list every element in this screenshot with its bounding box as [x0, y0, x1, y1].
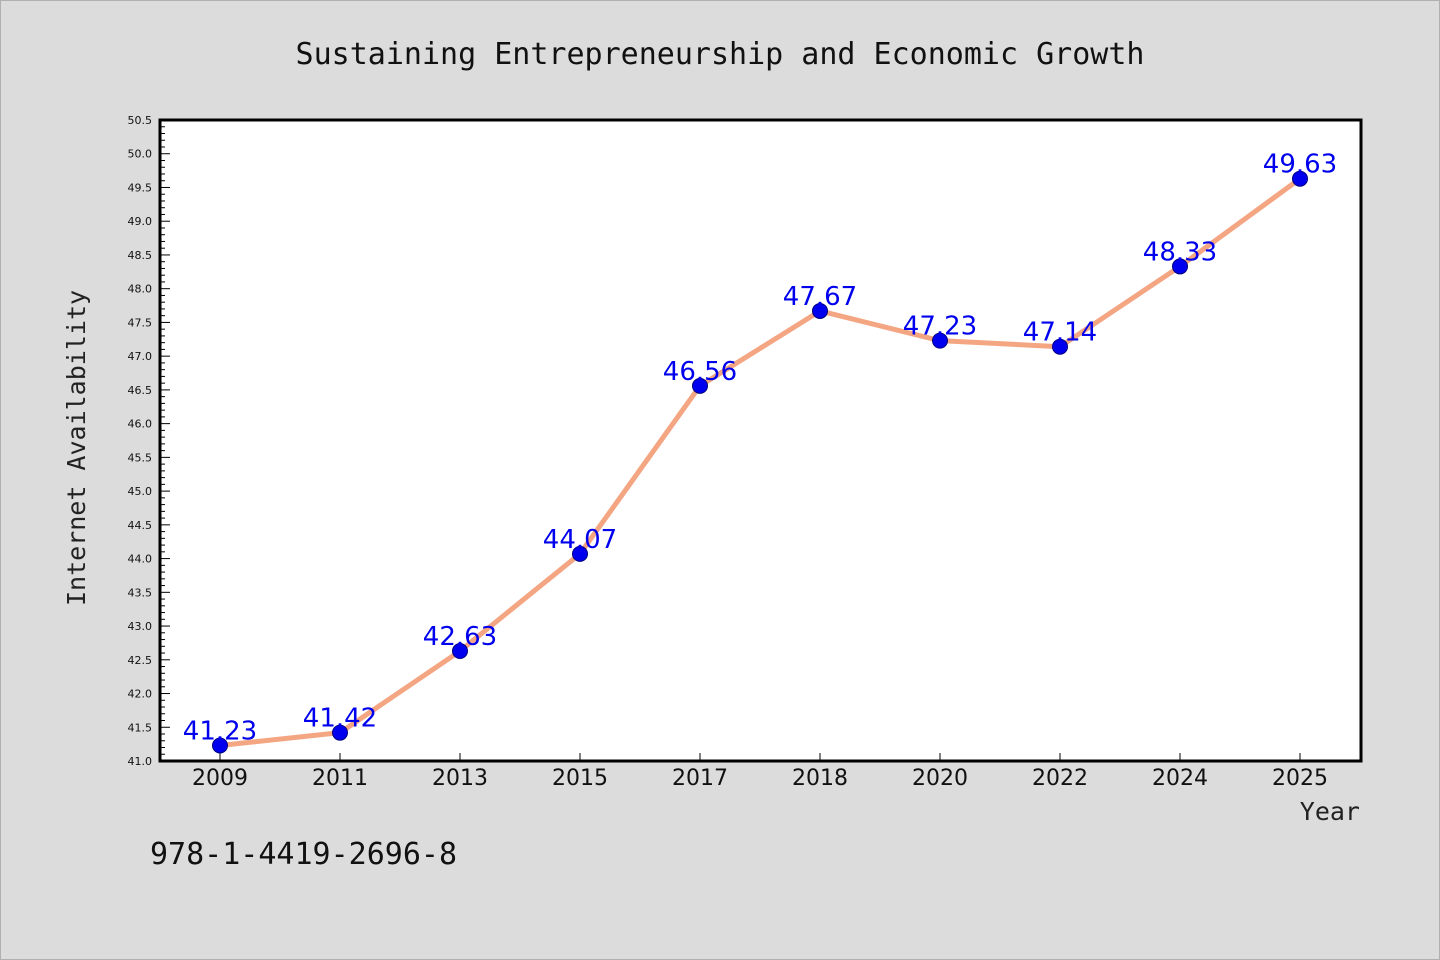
data-point [452, 643, 468, 660]
y-tick-label: 41.5 [128, 721, 153, 734]
data-label: 42.63 [423, 622, 497, 652]
y-tick-label: 47.0 [128, 350, 153, 363]
y-tick-label: 41.0 [128, 755, 153, 768]
data-point [572, 545, 588, 562]
x-tick-label: 2020 [912, 766, 968, 791]
y-tick-label: 44.0 [128, 553, 153, 566]
data-point [812, 302, 828, 319]
data-point [1172, 258, 1188, 275]
x-tick-label: 2011 [312, 766, 368, 791]
data-point [1052, 338, 1068, 355]
y-tick-label: 48.0 [128, 283, 153, 296]
data-label: 41.42 [303, 704, 377, 734]
data-point [332, 724, 348, 741]
x-tick-label: 2025 [1272, 766, 1328, 791]
data-label: 49.63 [1263, 150, 1337, 180]
x-tick-label: 2009 [192, 766, 248, 791]
y-tick-label: 42.5 [128, 654, 153, 667]
data-label: 47.14 [1023, 318, 1097, 348]
data-labels: 41.23 41.42 42.63 44.07 46.56 47.67 47.23 47.14… [183, 150, 1337, 747]
isbn-annotation: 978-1-4419-2696-8 [150, 837, 457, 872]
data-point [212, 737, 228, 754]
series-line [217, 176, 1303, 748]
x-tick-label: 2013 [432, 766, 488, 791]
x-tick-label: 2018 [792, 766, 848, 791]
y-tick-label: 44.5 [128, 519, 153, 532]
x-axis-label: Year [1300, 797, 1360, 826]
y-tick-label: 45.5 [128, 451, 153, 464]
y-tick-label: 47.5 [128, 316, 153, 329]
data-label: 46.56 [663, 357, 737, 387]
series-markers [212, 170, 1308, 754]
x-tick-label: 2022 [1032, 766, 1088, 791]
y-tick-label: 50.0 [128, 148, 153, 161]
y-tick-label: 48.5 [128, 249, 153, 262]
data-label: 44.07 [543, 525, 617, 555]
data-point [932, 332, 948, 349]
data-point [692, 377, 708, 394]
y-tick-label: 50.5 [128, 114, 153, 127]
x-tick-label: 2017 [672, 766, 728, 791]
data-label: 47.67 [783, 282, 857, 312]
x-tick-label: 2024 [1152, 766, 1208, 791]
y-tick-label: 45.0 [128, 485, 153, 498]
x-axis: 2009 2011 2013 2015 2017 2018 2020 2022 2024 2025 [192, 753, 1328, 791]
y-tick-label: 46.5 [128, 384, 153, 397]
y-tick-label: 42.0 [128, 688, 153, 701]
plot-area [158, 118, 1363, 763]
y-tick-label: 46.0 [128, 418, 153, 431]
y-axis-label: Internet Availability [62, 290, 91, 606]
data-label: 47.23 [903, 312, 977, 342]
chart-title: Sustaining Entrepreneurship and Economic… [296, 37, 1145, 72]
y-axis: 41.0 41.5 42.0 42.5 43.0 43.5 44.0 44.5 45.0 45.5… [128, 114, 170, 768]
y-tick-label: 43.5 [128, 586, 153, 599]
data-label: 48.33 [1143, 237, 1217, 267]
x-tick-label: 2015 [552, 766, 608, 791]
data-label: 41.23 [183, 716, 257, 746]
y-tick-label: 49.5 [128, 181, 153, 194]
data-point [1292, 170, 1308, 187]
y-tick-label: 43.0 [128, 620, 153, 633]
y-tick-label: 49.0 [128, 215, 153, 228]
